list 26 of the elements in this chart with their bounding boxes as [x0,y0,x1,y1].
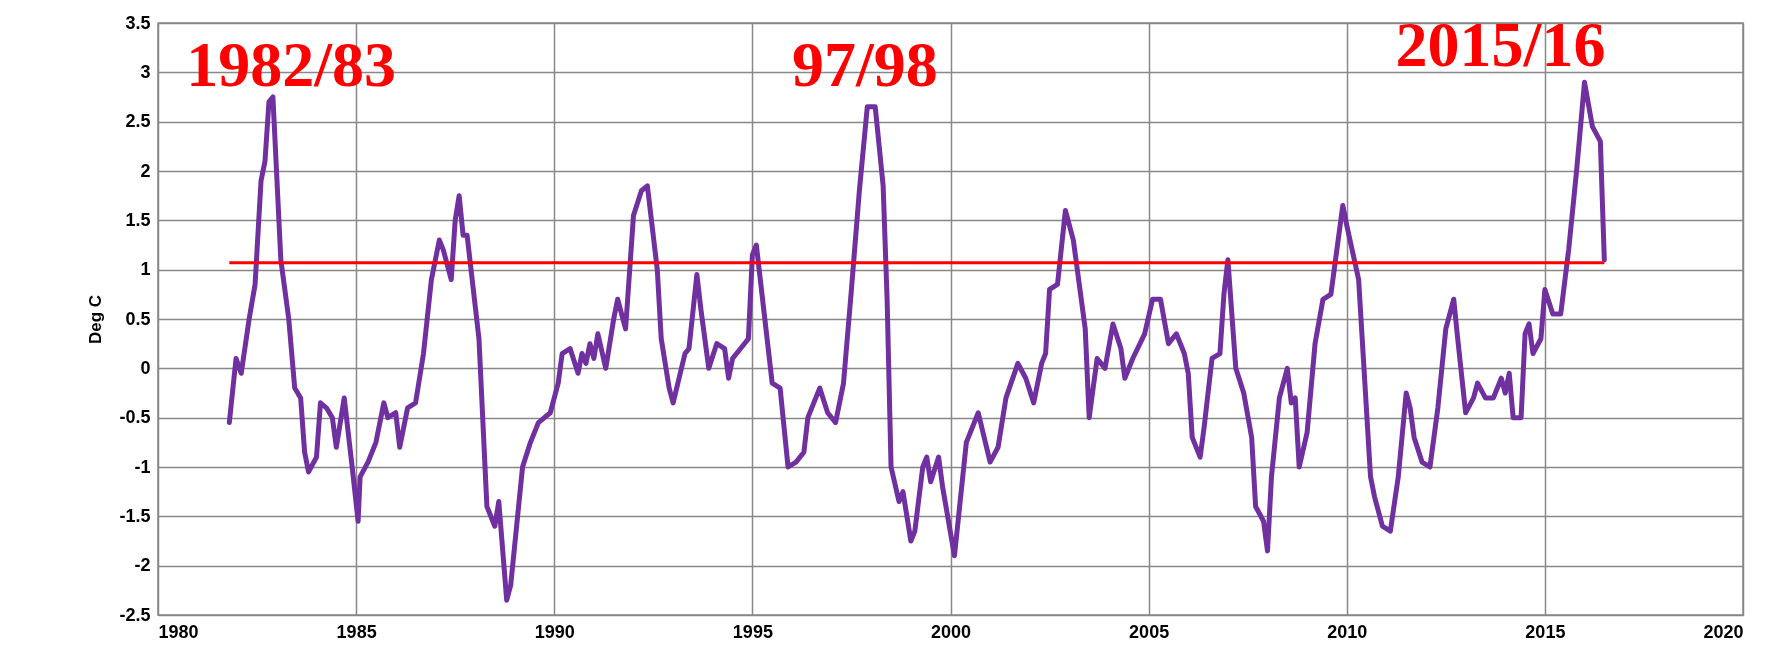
y-tick-label: -1 [134,456,151,477]
y-tick-label: 2.5 [125,111,151,132]
x-tick-label: 2015 [1525,621,1566,642]
y-tick-label: -0.5 [119,407,151,428]
y-tick-label: 1.5 [125,209,151,230]
y-tick-label: 1 [140,259,151,280]
annotation: 2015/16 [1395,8,1606,80]
x-tick-label: 2020 [1703,621,1744,642]
x-tick-label: 2010 [1327,621,1368,642]
x-tick-label: 1985 [336,621,377,642]
annotation: 97/98 [792,29,938,101]
x-tick-label: 1980 [158,621,199,642]
y-tick-label: 3 [140,61,151,82]
y-tick-label: 3.5 [125,12,151,33]
y-tick-label: -2 [134,555,151,576]
x-tick-label: 1990 [534,621,575,642]
y-tick-label: -2.5 [119,604,151,625]
x-tick-label: 2005 [1129,621,1170,642]
x-tick-label: 1995 [732,621,773,642]
annotation: 1982/83 [186,29,397,101]
y-tick-label: 0 [140,357,151,378]
y-tick-label: 0.5 [125,308,151,329]
y-axis-title: Deg C [86,294,106,345]
x-tick-label: 2000 [930,621,972,642]
y-tick-label: 2 [140,160,151,181]
y-tick-label: -1.5 [119,505,151,526]
